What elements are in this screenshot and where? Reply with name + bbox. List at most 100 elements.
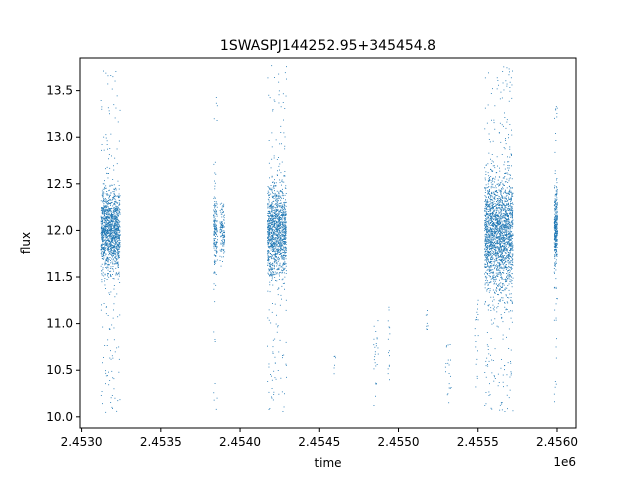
data-point [114,208,116,209]
data-point [102,240,104,241]
data-point [284,213,286,215]
data-point [221,223,223,225]
data-point [484,224,486,226]
data-point [279,238,281,240]
data-point [267,259,268,261]
data-point [500,182,502,183]
data-point [505,237,507,239]
data-point [499,270,501,272]
data-point [271,379,273,381]
data-point [273,271,274,273]
data-point [222,225,224,227]
data-point [224,241,225,243]
data-point [285,233,287,234]
data-point [214,201,216,202]
data-point [509,230,511,232]
data-point [489,198,491,200]
data-point [100,309,102,311]
data-point [114,232,116,234]
data-point [489,218,491,220]
data-point [213,271,215,273]
data-point [501,409,503,411]
data-point [271,255,273,257]
data-point [118,232,120,234]
data-point [508,192,510,194]
data-point [274,259,275,261]
data-point [107,260,109,262]
data-point [221,231,223,232]
data-point [113,250,114,252]
data-point [213,224,215,226]
data-point [282,278,284,280]
data-point [109,294,111,295]
data-point [490,93,492,94]
data-point [499,182,501,184]
data-point [490,265,492,266]
data-point [284,148,286,150]
data-point [494,254,496,256]
data-point [496,267,498,269]
data-point [509,231,511,233]
data-point [276,263,278,265]
data-point [491,250,493,251]
data-point [268,203,270,205]
data-point [272,181,274,183]
data-point [273,224,275,225]
data-point [496,241,498,243]
data-point [116,258,118,260]
data-point [493,271,494,273]
data-point [281,251,283,253]
data-point [277,269,279,271]
data-point [112,238,113,239]
data-point [109,252,110,254]
data-point [280,219,282,220]
data-point [118,140,120,142]
data-point [491,242,492,244]
data-point [271,254,273,255]
data-point [507,200,508,202]
data-point [285,230,287,232]
data-point [214,261,216,263]
data-point [494,247,496,248]
data-point [109,196,110,198]
data-point [115,246,117,248]
data-point [509,256,511,257]
data-point [502,249,504,251]
data-point [277,242,279,243]
data-point [105,222,107,224]
data-point [117,121,119,123]
data-point [511,301,513,303]
data-point [103,232,105,233]
data-point [114,213,116,215]
data-point [100,245,102,247]
data-point [489,245,491,246]
data-point [113,197,115,199]
data-point [490,252,492,254]
data-point [487,225,489,227]
data-point [105,258,107,260]
data-point [107,236,108,237]
data-point [277,217,279,219]
data-point [508,276,510,278]
data-point [115,240,116,242]
data-point [510,225,512,227]
data-point [510,207,512,209]
data-point [215,211,217,213]
data-point [214,205,216,207]
data-point [106,218,108,219]
data-point [376,338,378,340]
data-point [503,245,505,247]
data-point [114,240,116,242]
data-point [114,208,116,210]
data-point [222,232,224,234]
data-point [493,211,495,213]
data-point [102,249,104,250]
data-point [490,319,492,321]
data-point [492,296,494,298]
data-point [448,387,450,389]
data-point [112,209,114,211]
data-point [270,226,272,227]
data-point [485,240,487,242]
data-point [284,229,286,231]
data-point [117,278,119,280]
